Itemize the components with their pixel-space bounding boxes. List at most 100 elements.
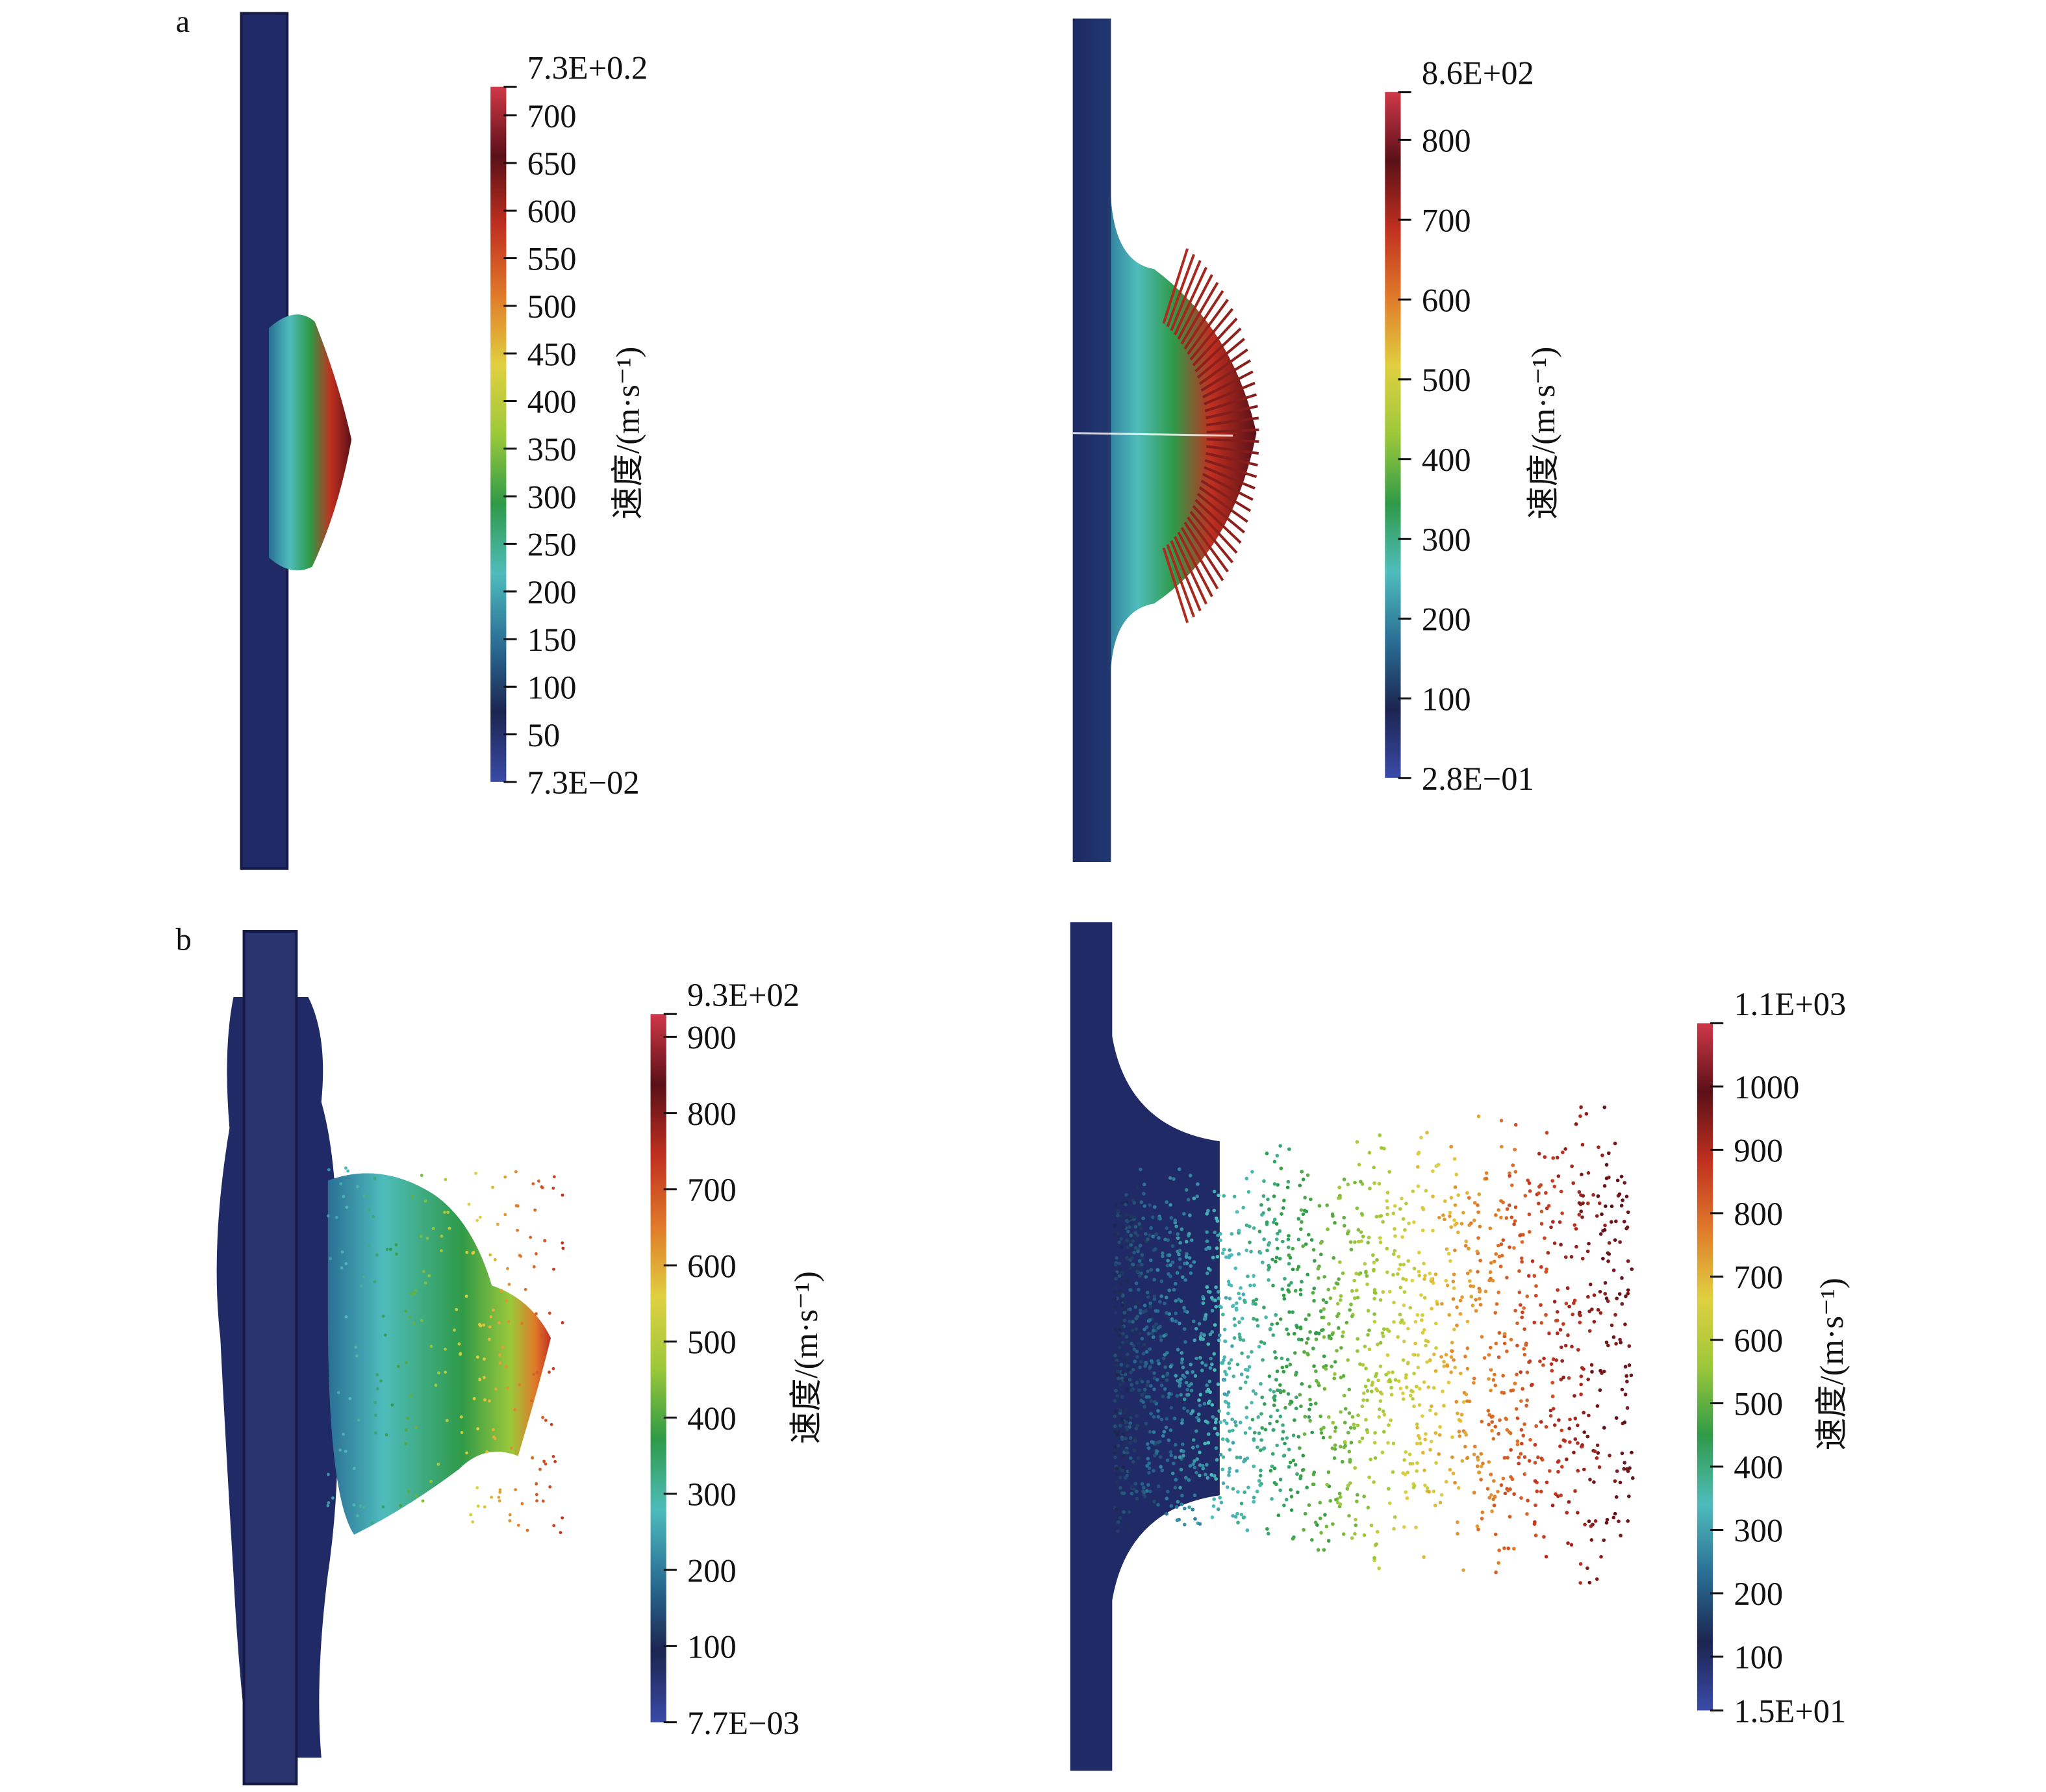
particle [1336, 1196, 1341, 1200]
particle [445, 1419, 449, 1422]
particle [1564, 1302, 1569, 1306]
particle [1472, 1452, 1476, 1457]
particle [1412, 1371, 1416, 1376]
particle [1433, 1431, 1438, 1435]
particle-ray [1204, 393, 1257, 412]
particle [366, 1194, 370, 1198]
particle [327, 1168, 331, 1172]
colorbar-tick-label: 700 [1734, 1259, 1783, 1296]
particle [1372, 1480, 1376, 1484]
particle [1202, 1402, 1207, 1406]
particle [1346, 1358, 1350, 1362]
particle [1328, 1498, 1333, 1503]
particle [1135, 1315, 1140, 1319]
particle [1461, 1211, 1465, 1215]
particle [1147, 1466, 1152, 1470]
particle [1218, 1231, 1222, 1236]
particle [1293, 1351, 1297, 1355]
particle [1243, 1490, 1246, 1495]
particle [1542, 1535, 1546, 1539]
colorbar-tick-label: 500 [1422, 362, 1471, 398]
particle [1526, 1498, 1530, 1503]
particle [1327, 1334, 1332, 1338]
particle [1220, 1467, 1225, 1472]
particle [1401, 1358, 1406, 1362]
particle [1180, 1502, 1184, 1506]
particle [1522, 1422, 1526, 1426]
particle [1379, 1214, 1383, 1218]
particle [1416, 1165, 1420, 1169]
particle [1449, 1370, 1453, 1374]
particle [1144, 1325, 1149, 1330]
particle [1630, 1267, 1634, 1271]
particle [1402, 1290, 1407, 1294]
particle [1452, 1157, 1457, 1161]
particle [544, 1419, 548, 1422]
particle [414, 1289, 418, 1293]
particle [1356, 1423, 1360, 1428]
particle [1606, 1259, 1610, 1263]
particle [1439, 1355, 1443, 1359]
colorbar-tick-label: 600 [1734, 1322, 1783, 1359]
particle [1535, 1489, 1539, 1493]
particle-ray [1180, 281, 1219, 345]
particle [1442, 1404, 1446, 1408]
particle [412, 1321, 416, 1325]
particle [1332, 1456, 1337, 1460]
particle [498, 1488, 502, 1492]
particle [1147, 1233, 1152, 1237]
particle [1156, 1415, 1161, 1419]
particle [1321, 1435, 1326, 1440]
particle [1234, 1423, 1238, 1428]
particle [1144, 1395, 1149, 1399]
particle [1209, 1362, 1214, 1367]
particle [1372, 1441, 1377, 1445]
particle [1113, 1445, 1117, 1449]
particle [1168, 1230, 1172, 1235]
particle [1298, 1183, 1302, 1188]
particle [1627, 1344, 1632, 1348]
particle [1367, 1347, 1372, 1352]
particle [1573, 1417, 1578, 1420]
particle [1453, 1185, 1458, 1189]
particle [1241, 1293, 1246, 1296]
particle [1460, 1459, 1465, 1463]
particle [1321, 1298, 1326, 1302]
particle [1555, 1319, 1560, 1322]
colorbar-gradient [490, 86, 507, 782]
particle [1497, 1290, 1501, 1294]
particle [1113, 1409, 1118, 1414]
particle [1588, 1282, 1593, 1287]
particle [1322, 1354, 1326, 1358]
particle [342, 1194, 346, 1198]
particle [1397, 1267, 1401, 1271]
particle [1252, 1430, 1257, 1435]
particle [496, 1222, 499, 1226]
particle [1519, 1428, 1524, 1432]
particle [379, 1379, 383, 1383]
particle [1176, 1236, 1180, 1241]
particle [1365, 1274, 1369, 1278]
particle [540, 1333, 544, 1337]
particle [488, 1325, 492, 1329]
particle [1522, 1352, 1527, 1357]
particle [1146, 1442, 1150, 1446]
particle [1312, 1364, 1316, 1369]
particle [1132, 1235, 1136, 1239]
particle [1202, 1333, 1206, 1337]
particle [1465, 1399, 1469, 1403]
particle [1205, 1463, 1209, 1467]
particle [1229, 1358, 1233, 1362]
particle [1206, 1209, 1210, 1213]
particle [478, 1322, 481, 1326]
particle [1120, 1294, 1125, 1298]
particle [1196, 1182, 1200, 1186]
particle [469, 1513, 473, 1517]
particle [1570, 1344, 1574, 1349]
particle [1151, 1234, 1156, 1239]
particle [1444, 1353, 1448, 1357]
colorbar-tick-label: 400 [1734, 1449, 1783, 1485]
particle [1188, 1213, 1192, 1217]
particle [1285, 1185, 1290, 1190]
particle [1120, 1394, 1124, 1399]
